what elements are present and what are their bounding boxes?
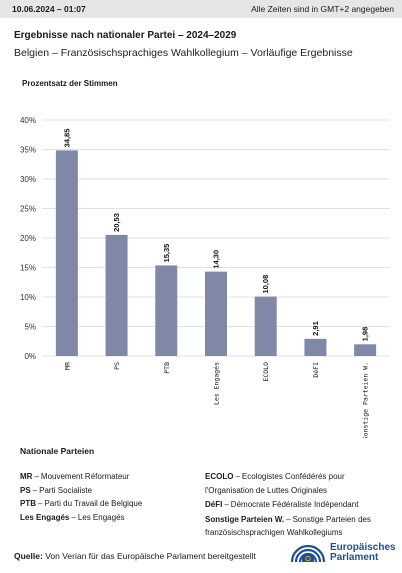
logo-line-2: Parlament [330,552,379,563]
legend-dash: – [286,514,291,524]
legend-entry: Les Engagés – Les Engagés [20,511,190,525]
legend-abbr: Sonstige Parteien W. [205,514,285,524]
legend-entry: PTB – Parti du Travail de Belgique [20,497,190,511]
x-tick-label: Les Engagés [213,362,221,405]
legend-dash: – [235,472,240,481]
bar [155,265,178,356]
european-parliament-hemicycle-icon [290,544,326,563]
y-tick-label: 25% [20,205,36,214]
page-title: Ergebnisse nach nationaler Partei – 2024… [14,30,237,41]
legend-dash: – [224,500,229,509]
data-label: 1,98 [361,327,370,342]
legend-left-column: MR – Mouvement Réformateur PS – Parti Sociali… [20,470,190,524]
legend-dash: – [71,512,76,522]
legend-entry: MR – Mouvement Réformateur [20,470,190,484]
data-label: 10,08 [261,275,270,294]
timezone-note: Alle Zeiten sind in GMT+2 angegeben [251,4,394,14]
x-tick-label: DéFI [312,362,320,378]
x-tick-label: MR [63,362,71,370]
y-tick-label: 15% [20,264,36,273]
x-tick-label: PTB [163,362,171,374]
data-label: 15,35 [162,244,171,263]
legend-name: Mouvement Réformateur [40,472,130,481]
bar [205,271,227,356]
source-text: Von Verian für das Europäische Parlament… [45,551,256,561]
data-label: 34,85 [62,129,71,148]
bar [354,344,377,356]
data-label: 14,30 [212,250,221,269]
legend-name: Ecologistes Confédérés pour l'Organisati… [205,472,345,495]
source-label: Quelle: [14,551,43,561]
y-tick-label: 30% [20,175,36,184]
source-note: Quelle: Von Verian für das Europäische P… [14,551,256,561]
legend-name: Démocrate Fédéraliste Indépendant [230,500,359,509]
legend-entry: ECOLO – Ecologistes Confédérés pour l'Orga… [205,470,390,497]
legend-abbr: PS [20,485,31,495]
data-label: 2,91 [311,321,320,336]
legend-dash: – [32,485,38,495]
y-tick-label: 40% [20,116,36,125]
legend-name: Sonstige Parteien des französischsprachi… [205,514,371,538]
y-axis-label: Prozentsatz der Stimmen [22,79,118,88]
timestamp: 10.06.2024 – 01:07 [12,4,86,14]
top-bar: 10.06.2024 – 01:07 Alle Zeiten sind in G… [0,0,402,18]
logo-text: Europäisches Parlament [330,543,396,563]
y-tick-label: 5% [24,323,36,332]
legend-title: Nationale Parteien [20,446,95,456]
legend-abbr: MR [20,472,33,481]
x-tick-label: PS [113,362,121,370]
y-tick-label: 10% [20,293,36,302]
legend-name: Parti du Travail de Belgique [44,499,143,508]
legend-abbr: ECOLO [205,472,234,481]
bar-chart: 0% 5% 10% 15% 20% 25% 30% 35% 40% 34,85 MR 20,53 PS 1… [20,116,390,438]
y-tick-label: 35% [20,146,36,155]
legend-dash: – [38,499,43,508]
bar [105,234,128,356]
y-tick-label: 20% [20,234,36,243]
bar [254,296,277,356]
legend-name: Parti Socialiste [39,485,93,495]
legend-abbr: DéFI [205,500,223,509]
legend-right-column: ECOLO – Ecologistes Confédérés pour l'Orga… [205,470,390,541]
legend-name: Les Engagés [77,512,125,522]
legend-entry: Sonstige Parteien W. – Sonstige Parteien d… [205,513,390,540]
legend-entry: PS – Parti Socialiste [20,484,190,498]
logo-line-1: Europäisches [330,542,396,553]
data-label: 20,53 [112,213,121,232]
ep-logo: Europäisches Parlament [290,540,398,566]
x-tick-label: Sonstige Parteien W. [362,362,370,438]
y-tick-label: 0% [24,352,36,361]
page-subtitle: Belgien – Französischsprachiges Wahlkoll… [14,47,353,59]
legend-dash: – [34,472,39,481]
x-tick-label: ECOLO [262,362,270,382]
legend-entry: DéFI – Démocrate Fédéraliste Indépendant [205,498,390,512]
bar [55,150,78,356]
legend-abbr: PTB [20,499,36,508]
legend-abbr: Les Engagés [20,512,70,522]
bar [304,338,327,356]
